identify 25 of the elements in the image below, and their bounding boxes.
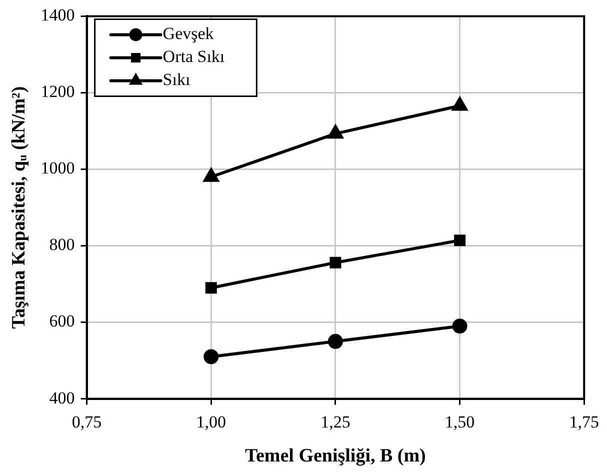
x-tick-label: 1,75 xyxy=(569,412,599,432)
point xyxy=(328,125,344,139)
y-tick-label: 1400 xyxy=(40,6,75,25)
y-axis-title: Taşıma Kapasitesi, qᵤ (kN/m²) xyxy=(8,86,30,329)
y-tick-label: 400 xyxy=(49,388,75,408)
y-tick-label: 600 xyxy=(49,312,75,331)
x-tick-label: 0,75 xyxy=(72,412,102,432)
point xyxy=(205,282,217,294)
legend-label: Gevşek xyxy=(162,24,214,44)
point xyxy=(330,256,342,268)
x-axis-title: Temel Genişliği, B (m) xyxy=(245,446,426,467)
legend-label: Orta Sıkı xyxy=(162,47,225,66)
x-tick-label: 1,50 xyxy=(444,412,475,432)
x-tick-label: 1,00 xyxy=(196,412,226,432)
legend-label: Sıkı xyxy=(162,70,190,90)
point xyxy=(328,334,343,349)
y-tick-label: 1000 xyxy=(40,158,75,178)
point xyxy=(204,168,219,182)
y-tick-label: 800 xyxy=(49,235,75,254)
point xyxy=(452,318,468,334)
point xyxy=(452,97,468,111)
x-tick-label: 1,25 xyxy=(320,412,350,432)
point xyxy=(454,234,466,246)
y-tick-label: 1200 xyxy=(40,82,75,102)
point xyxy=(204,349,219,364)
